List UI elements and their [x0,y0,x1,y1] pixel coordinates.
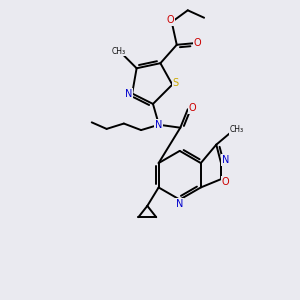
Text: N: N [176,199,183,209]
Text: CH₃: CH₃ [229,125,243,134]
Text: O: O [194,38,201,48]
Text: O: O [167,15,175,26]
Text: CH₃: CH₃ [112,47,126,56]
Text: N: N [155,120,163,130]
Text: O: O [222,176,229,187]
Text: O: O [188,103,196,113]
Text: S: S [173,78,179,88]
Text: N: N [222,155,229,165]
Text: N: N [125,88,132,98]
